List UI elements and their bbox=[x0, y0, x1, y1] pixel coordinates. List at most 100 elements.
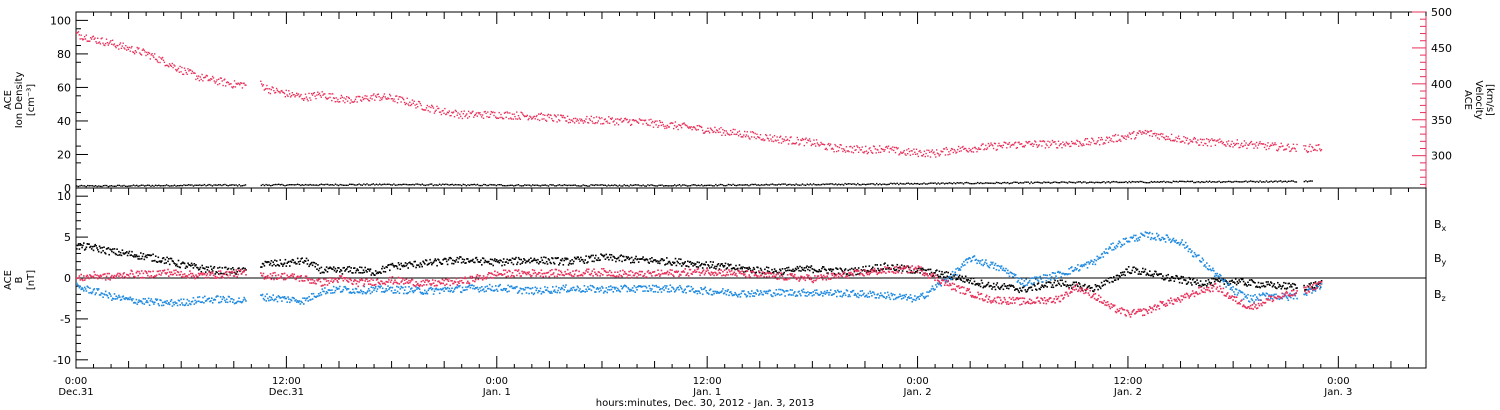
by-point-1009 bbox=[974, 259, 977, 261]
velocity-point-1124 bbox=[1075, 143, 1077, 146]
velocity-point-783 bbox=[776, 136, 778, 138]
by-point-213 bbox=[276, 300, 279, 303]
density-point-503 bbox=[883, 183, 886, 185]
velocity-point-251 bbox=[310, 99, 312, 101]
velocity-point-577 bbox=[595, 116, 598, 118]
velocity-point-781 bbox=[774, 139, 777, 141]
velocity-point-149 bbox=[206, 75, 208, 77]
density-point-267 bbox=[511, 184, 513, 186]
by-point-841 bbox=[827, 291, 829, 294]
velocity-point-66 bbox=[133, 53, 136, 55]
velocity-point-355 bbox=[401, 96, 403, 99]
density-point-496 bbox=[872, 183, 875, 185]
velocity-point-277 bbox=[332, 97, 335, 99]
bx-point-1229 bbox=[1167, 273, 1169, 276]
velocity-point-443 bbox=[478, 113, 480, 115]
bx-point-1131 bbox=[1081, 289, 1084, 292]
velocity-point-665 bbox=[673, 127, 675, 130]
density-point-155 bbox=[334, 183, 337, 185]
velocity-point-199 bbox=[264, 88, 266, 90]
bx-point-269 bbox=[325, 266, 328, 268]
bx-point-1000 bbox=[966, 280, 969, 282]
velocity-point-574 bbox=[593, 117, 595, 119]
velocity-point-644 bbox=[654, 120, 656, 122]
by-point-1044 bbox=[1005, 267, 1007, 270]
velocity-point-823 bbox=[811, 143, 813, 145]
density-point-288 bbox=[544, 184, 546, 186]
by-point-1243 bbox=[1179, 242, 1182, 245]
by-point-347 bbox=[394, 289, 396, 291]
by-point-128 bbox=[188, 300, 190, 302]
by-point-412 bbox=[451, 287, 453, 289]
by-point-1169 bbox=[1114, 247, 1117, 250]
velocity-point-208 bbox=[272, 87, 274, 89]
by-point-548 bbox=[570, 287, 572, 290]
b-tick-label-0: -10 bbox=[53, 354, 71, 367]
velocity-point-97 bbox=[161, 58, 163, 60]
velocity-point-632 bbox=[644, 120, 646, 122]
velocity-point-315 bbox=[366, 95, 368, 97]
bx-point-1271 bbox=[1204, 283, 1206, 286]
density-point-424 bbox=[759, 184, 761, 187]
density-point-683 bbox=[1167, 181, 1170, 183]
by-point-1094 bbox=[1049, 274, 1051, 276]
by-point-556 bbox=[577, 286, 579, 289]
density-point-367 bbox=[669, 185, 671, 187]
velocity-point-504 bbox=[531, 117, 534, 120]
density-point-150 bbox=[326, 183, 329, 186]
by-point-381 bbox=[424, 289, 426, 292]
by-point-484 bbox=[514, 287, 516, 290]
velocity-point-93 bbox=[157, 61, 159, 64]
by-point-450 bbox=[484, 286, 487, 288]
velocity-point-1025 bbox=[988, 145, 990, 147]
by-point-941 bbox=[914, 299, 917, 302]
by-point-997 bbox=[964, 264, 966, 266]
by-point-771 bbox=[765, 290, 768, 293]
bx-point-778 bbox=[772, 271, 774, 274]
by-point-932 bbox=[907, 297, 909, 299]
by-point-203 bbox=[268, 299, 270, 302]
by-point-1064 bbox=[1022, 285, 1025, 287]
velocity-point-813 bbox=[802, 139, 805, 141]
density-point-631 bbox=[1085, 182, 1088, 184]
by-point-123 bbox=[183, 304, 186, 307]
velocity-point-1093 bbox=[1048, 146, 1050, 149]
by-point-270 bbox=[326, 292, 329, 294]
velocity-point-1261 bbox=[1195, 141, 1197, 143]
velocity-point-382 bbox=[424, 109, 427, 111]
velocity-point-1226 bbox=[1164, 139, 1167, 141]
by-point-490 bbox=[519, 287, 522, 290]
bx-point-1361 bbox=[1283, 281, 1285, 284]
bx-point-1228 bbox=[1166, 277, 1169, 279]
bx-point-575 bbox=[594, 257, 596, 259]
bx-point-614 bbox=[628, 258, 630, 261]
velocity-point-1327 bbox=[1253, 147, 1255, 149]
by-point-106 bbox=[168, 303, 171, 306]
by-point-79 bbox=[145, 301, 147, 304]
density-point-78 bbox=[199, 184, 201, 186]
velocity-point-338 bbox=[386, 98, 388, 100]
bx-point-809 bbox=[799, 265, 801, 268]
velocity-point-1241 bbox=[1177, 135, 1180, 137]
bx-point-1237 bbox=[1174, 277, 1176, 280]
by-point-730 bbox=[730, 291, 732, 293]
by-point-587 bbox=[604, 290, 607, 293]
velocity-point-906 bbox=[884, 149, 886, 151]
density-point-576 bbox=[999, 182, 1001, 184]
bx-point-541 bbox=[564, 257, 566, 259]
velocity-point-733 bbox=[732, 128, 734, 131]
bx-point-301 bbox=[353, 267, 356, 269]
by-point-7 bbox=[82, 288, 84, 290]
by-point-1324 bbox=[1250, 298, 1253, 300]
bx-point-449 bbox=[483, 261, 486, 264]
velocity-point-1164 bbox=[1110, 138, 1112, 140]
velocity-point-918 bbox=[894, 151, 897, 154]
velocity-point-431 bbox=[467, 110, 470, 113]
by-point-1334 bbox=[1259, 294, 1261, 297]
velocity-point-524 bbox=[549, 114, 551, 116]
velocity-point-744 bbox=[742, 136, 744, 138]
density-point-466 bbox=[825, 183, 827, 185]
bx-point-1245 bbox=[1181, 282, 1183, 284]
bx-point-1338 bbox=[1262, 284, 1265, 287]
velocity-point-1298 bbox=[1227, 140, 1230, 142]
